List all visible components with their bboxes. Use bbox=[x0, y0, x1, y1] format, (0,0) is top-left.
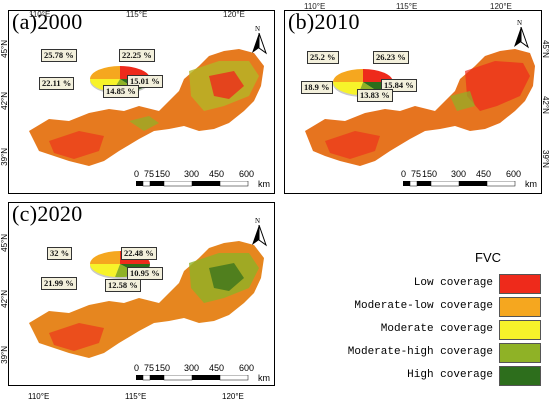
legend-item-low: Low coverage bbox=[355, 274, 545, 294]
pct-label: 22.25 % bbox=[119, 49, 155, 62]
pct-label: 18.9 % bbox=[301, 81, 333, 94]
lon-tick: 110°E bbox=[28, 392, 50, 401]
legend-item-moderate-high: Moderate-high coverage bbox=[348, 343, 545, 363]
pct-label: 14.85 % bbox=[103, 85, 139, 98]
legend-item-high: High coverage bbox=[355, 366, 545, 386]
north-arrow-icon: N bbox=[511, 19, 531, 49]
north-arrow-icon: N bbox=[249, 25, 269, 55]
pct-label: 22.11 % bbox=[39, 77, 75, 90]
lat-tick: 45°N bbox=[0, 40, 9, 58]
lat-tick: 42°N bbox=[0, 92, 9, 110]
lat-tick: 39°N bbox=[0, 148, 9, 166]
map-panel-2010: (b)2010 25.2 % 26.23 % 18.9 % 15.84 % 13… bbox=[284, 10, 542, 194]
lon-tick: 120°E bbox=[490, 2, 512, 11]
pct-label: 25.78 % bbox=[41, 49, 77, 62]
lat-tick: 45°N bbox=[541, 40, 550, 58]
lon-tick: 115°E bbox=[396, 2, 418, 11]
legend-item-moderate: Moderate coverage bbox=[355, 320, 545, 340]
color-swatch bbox=[499, 274, 541, 294]
color-swatch bbox=[499, 297, 541, 317]
region-map bbox=[305, 49, 535, 166]
pct-label: 32 % bbox=[47, 247, 73, 260]
color-swatch bbox=[499, 343, 541, 363]
pct-label: 13.83 % bbox=[357, 89, 393, 102]
panel-title: (b)2010 bbox=[288, 10, 360, 34]
lat-tick: 39°N bbox=[0, 346, 9, 364]
scale-bar: 0 75 150 300 450 600 km bbox=[401, 169, 537, 189]
north-arrow-icon: N bbox=[249, 217, 269, 247]
panel-title: (a)2000 bbox=[12, 10, 83, 34]
pct-label: 22.48 % bbox=[121, 247, 157, 260]
lat-tick: 42°N bbox=[541, 96, 550, 114]
lon-tick: 110°E bbox=[29, 10, 51, 19]
pct-label: 21.99 % bbox=[41, 277, 77, 290]
fvc-legend: FVC Low coverage Moderate-low coverage M… bbox=[348, 250, 545, 390]
lon-tick: 120°E bbox=[223, 10, 245, 19]
legend-title: FVC bbox=[475, 250, 501, 265]
color-swatch bbox=[499, 320, 541, 340]
lat-tick: 39°N bbox=[541, 150, 550, 168]
scale-bar: 0 75 150 300 450 600 km bbox=[134, 363, 270, 383]
lat-tick: 42°N bbox=[0, 290, 9, 308]
pct-label: 12.58 % bbox=[105, 279, 141, 292]
lon-tick: 115°E bbox=[125, 392, 147, 401]
region-map bbox=[29, 241, 264, 358]
lon-tick: 120°E bbox=[222, 392, 244, 401]
scale-bar: 0 75 150 300 450 600 km bbox=[134, 169, 270, 189]
map-panel-2000: (a)2000 110°E 115°E 120°E 25.78 % 22.25 … bbox=[8, 10, 275, 194]
pct-label: 15.01 % bbox=[127, 75, 163, 88]
pct-label: 25.2 % bbox=[307, 51, 339, 64]
pct-label: 15.84 % bbox=[381, 79, 417, 92]
map-panel-2020: (c)2020 32 % 22.48 % 21.99 % 10.95 % 12.… bbox=[8, 202, 275, 386]
lon-tick: 110°E bbox=[304, 2, 326, 11]
panel-title: (c)2020 bbox=[12, 202, 83, 226]
pct-label: 10.95 % bbox=[127, 267, 163, 280]
color-swatch bbox=[499, 366, 541, 386]
legend-item-moderate-low: Moderate-low coverage bbox=[354, 297, 545, 317]
pct-label: 26.23 % bbox=[373, 51, 409, 64]
region-map bbox=[29, 49, 264, 166]
lat-tick: 45°N bbox=[0, 234, 9, 252]
lon-tick: 115°E bbox=[126, 10, 148, 19]
